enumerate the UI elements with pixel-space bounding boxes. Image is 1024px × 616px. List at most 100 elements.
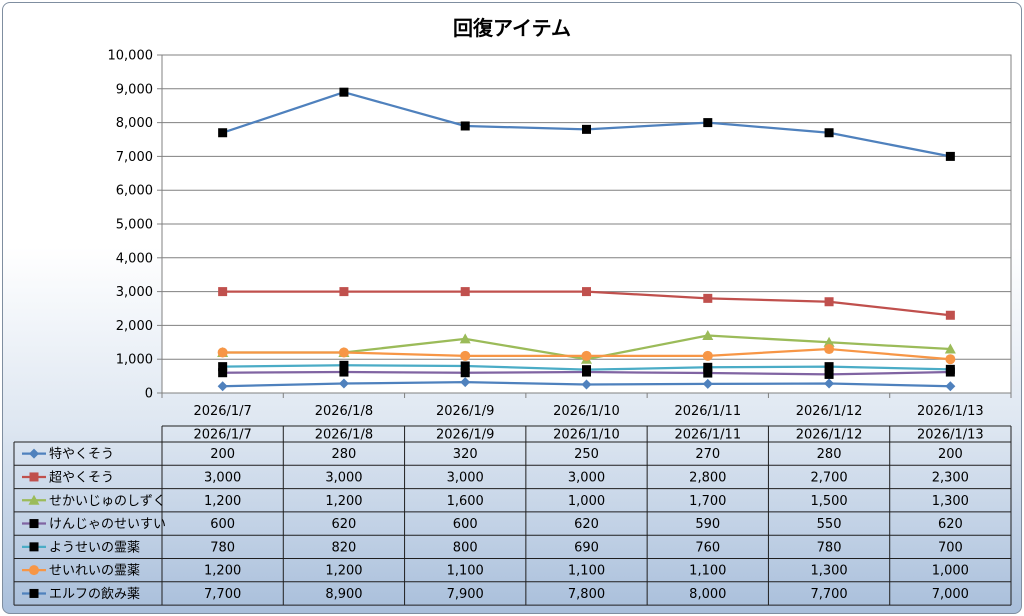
table-cell: 600 bbox=[210, 517, 235, 532]
legend-key-marker bbox=[29, 519, 39, 529]
table-cell: 780 bbox=[817, 540, 842, 555]
y-tick-label: 9,000 bbox=[116, 82, 153, 97]
table-cell: 270 bbox=[695, 447, 720, 462]
data-point bbox=[824, 362, 834, 372]
data-point bbox=[218, 287, 228, 297]
y-tick-label: 5,000 bbox=[116, 218, 153, 233]
table-cell: 280 bbox=[332, 447, 357, 462]
data-point bbox=[217, 381, 228, 392]
table-row-label: せいれいの霊薬 bbox=[49, 564, 140, 579]
table-row-label: 超やくそう bbox=[49, 470, 114, 485]
table-cell: 1,100 bbox=[447, 564, 484, 579]
table-cell: 3,000 bbox=[325, 470, 362, 485]
table-cell: 690 bbox=[574, 540, 599, 555]
legend-key-marker bbox=[29, 448, 39, 459]
data-point bbox=[217, 347, 228, 358]
data-point bbox=[703, 368, 713, 378]
table-cell: 1,300 bbox=[932, 494, 969, 509]
data-point bbox=[944, 343, 956, 354]
data-point bbox=[702, 330, 714, 341]
data-point bbox=[581, 350, 592, 361]
data-point bbox=[339, 367, 349, 377]
table-cell: 1,300 bbox=[810, 564, 847, 579]
table-cell: 7,800 bbox=[568, 587, 605, 602]
data-point bbox=[945, 381, 956, 392]
table-cell: 1,500 bbox=[810, 494, 847, 509]
table-cell: 620 bbox=[938, 517, 963, 532]
legend-key-marker bbox=[28, 494, 40, 505]
data-point bbox=[582, 124, 591, 134]
y-tick-label: 4,000 bbox=[116, 251, 153, 266]
legend-key-marker bbox=[29, 472, 39, 482]
x-tick-label: 2026/1/12 bbox=[796, 404, 863, 419]
table-cell: 8,900 bbox=[325, 587, 362, 602]
data-point bbox=[945, 151, 955, 161]
table-cell: 200 bbox=[210, 447, 235, 462]
data-point bbox=[459, 333, 471, 344]
table-cell: 1,200 bbox=[204, 494, 241, 509]
data-point bbox=[824, 344, 835, 355]
y-tick-label: 6,000 bbox=[116, 184, 153, 199]
table-cell: 620 bbox=[574, 517, 599, 532]
table-cell: 1,200 bbox=[204, 564, 241, 579]
table-cell: 780 bbox=[210, 540, 235, 555]
data-point bbox=[582, 287, 591, 297]
table-cell: 2,700 bbox=[810, 470, 847, 485]
table-row-label: 特やくそう bbox=[49, 447, 114, 462]
y-tick-label: 1,000 bbox=[116, 353, 153, 368]
table-cell: 1,000 bbox=[568, 494, 605, 509]
table-cell: 3,000 bbox=[447, 470, 484, 485]
data-point bbox=[460, 350, 471, 361]
table-cell: 1,100 bbox=[689, 564, 726, 579]
data-point bbox=[582, 365, 591, 375]
data-point bbox=[824, 378, 835, 389]
table-cell: 7,700 bbox=[204, 587, 241, 602]
data-point bbox=[339, 287, 349, 297]
x-tick-label: 2026/1/7 bbox=[193, 404, 251, 419]
data-point bbox=[703, 293, 713, 303]
table-cell: 1,700 bbox=[689, 494, 726, 509]
x-tick-label: 2026/1/10 bbox=[553, 404, 620, 419]
table-cell: 3,000 bbox=[204, 470, 241, 485]
table-header-cell: 2026/1/7 bbox=[193, 428, 251, 443]
legend-key-marker bbox=[29, 565, 39, 576]
data-point bbox=[703, 362, 713, 372]
data-point bbox=[702, 350, 713, 361]
table-header-cell: 2026/1/9 bbox=[436, 428, 494, 443]
data-point bbox=[945, 364, 955, 374]
table-cell: 1,200 bbox=[325, 494, 362, 509]
table-cell: 1,000 bbox=[932, 564, 969, 579]
table-header-cell: 2026/1/8 bbox=[315, 428, 373, 443]
table-cell: 820 bbox=[332, 540, 357, 555]
table-cell: 2,300 bbox=[932, 470, 969, 485]
table-row-label: せかいじゅのしずく bbox=[49, 494, 166, 509]
table-cell: 550 bbox=[817, 517, 842, 532]
data-point bbox=[218, 368, 228, 378]
table-cell: 760 bbox=[695, 540, 720, 555]
table-cell: 3,000 bbox=[568, 470, 605, 485]
y-tick-label: 3,000 bbox=[116, 285, 153, 300]
data-point bbox=[823, 336, 835, 347]
data-point bbox=[703, 118, 713, 128]
line-chart: 回復アイテム 0 1,000 2,000 3,000 4,000 5,000 6,000 7,… bbox=[13, 16, 1012, 606]
table-cell: 1,200 bbox=[325, 564, 362, 579]
data-point bbox=[702, 378, 713, 389]
y-tick-label: 10,000 bbox=[108, 49, 154, 64]
table-cell: 320 bbox=[453, 447, 478, 462]
data-point bbox=[218, 128, 228, 138]
data-point bbox=[824, 128, 834, 138]
x-tick-label: 2026/1/8 bbox=[315, 404, 373, 419]
chart-title: 回復アイテム bbox=[453, 16, 571, 40]
data-point bbox=[218, 362, 228, 372]
y-tick-label: 2,000 bbox=[116, 319, 153, 334]
data-point bbox=[339, 360, 349, 370]
data-point bbox=[581, 379, 592, 390]
table-cell: 590 bbox=[695, 517, 720, 532]
data-point bbox=[945, 354, 956, 365]
table-cell: 250 bbox=[574, 447, 599, 462]
table-cell: 800 bbox=[453, 540, 478, 555]
legend-key-marker bbox=[29, 542, 39, 552]
data-point bbox=[460, 377, 471, 388]
data-point bbox=[460, 361, 470, 371]
